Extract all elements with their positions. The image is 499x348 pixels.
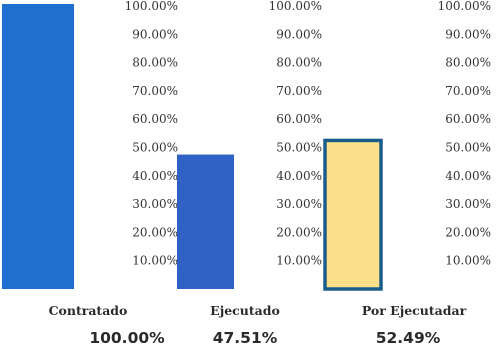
tick-label: 100.00% xyxy=(125,0,178,13)
tick-label: 30.00% xyxy=(132,197,178,211)
tick-label: 100.00% xyxy=(269,0,322,13)
tick-label: 90.00% xyxy=(276,27,322,41)
category-label-por-ejecutadar: Por Ejecutadar xyxy=(362,303,467,318)
category-label-ejecutado: Ejecutado xyxy=(210,303,280,318)
value-labels-group: 100.00% 47.51% 52.49% xyxy=(89,329,440,347)
bar-contratado xyxy=(2,4,74,289)
tick-label: 70.00% xyxy=(276,84,322,98)
tick-label: 20.00% xyxy=(132,225,178,239)
tick-label: 60.00% xyxy=(445,112,491,126)
tick-label: 50.00% xyxy=(276,141,322,155)
tick-label: 90.00% xyxy=(132,27,178,41)
tick-label: 70.00% xyxy=(445,84,491,98)
tick-label: 10.00% xyxy=(445,254,491,268)
tick-label: 70.00% xyxy=(132,84,178,98)
tick-label: 80.00% xyxy=(132,56,178,70)
tick-label: 20.00% xyxy=(445,225,491,239)
category-labels-group: Contratado Ejecutado Por Ejecutadar xyxy=(49,303,467,318)
tick-label: 60.00% xyxy=(132,112,178,126)
tick-label: 40.00% xyxy=(132,169,178,183)
tick-label: 50.00% xyxy=(132,141,178,155)
bar-por-ejecutadar xyxy=(323,138,383,291)
tick-labels-group: 10.00% 20.00% 30.00% 40.00% 50.00% 60.00% 70.0… xyxy=(125,0,491,268)
tick-label: 10.00% xyxy=(276,254,322,268)
tick-label: 60.00% xyxy=(276,112,322,126)
tick-label: 30.00% xyxy=(276,197,322,211)
tick-label: 50.00% xyxy=(445,141,491,155)
tick-label: 40.00% xyxy=(445,169,491,183)
category-label-contratado: Contratado xyxy=(49,303,128,318)
tick-label: 30.00% xyxy=(445,197,491,211)
tick-label: 20.00% xyxy=(276,225,322,239)
tick-label: 40.00% xyxy=(276,169,322,183)
value-label-ejecutado: 47.51% xyxy=(213,329,278,347)
bars-group xyxy=(2,4,383,291)
value-label-contratado: 100.00% xyxy=(89,329,165,347)
tick-label: 100.00% xyxy=(438,0,491,13)
tick-label: 90.00% xyxy=(445,27,491,41)
tick-label: 80.00% xyxy=(276,56,322,70)
tick-label: 80.00% xyxy=(445,56,491,70)
tick-label: 10.00% xyxy=(132,254,178,268)
bar-ejecutado xyxy=(177,154,234,289)
value-label-por-ejecutadar: 52.49% xyxy=(376,329,441,347)
